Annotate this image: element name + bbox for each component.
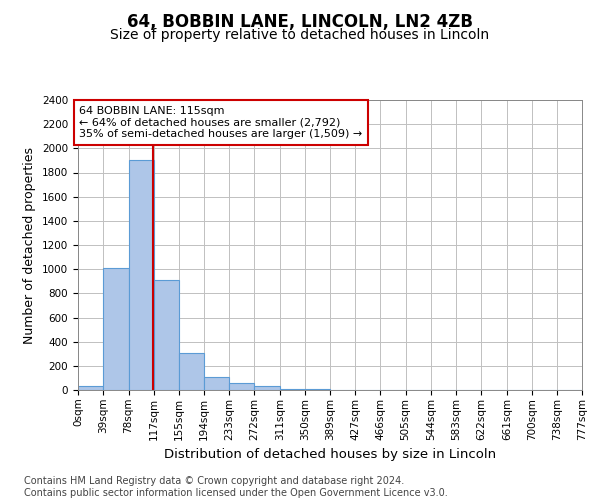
Text: Size of property relative to detached houses in Lincoln: Size of property relative to detached ho… [110,28,490,42]
Bar [128,160,154,390]
Bar [78,386,103,390]
Bar [103,268,128,390]
Text: Contains HM Land Registry data © Crown copyright and database right 2024.
Contai: Contains HM Land Registry data © Crown c… [24,476,448,498]
Bar [179,353,204,390]
Y-axis label: Number of detached properties: Number of detached properties [23,146,37,344]
Bar [280,389,305,390]
X-axis label: Distribution of detached houses by size in Lincoln: Distribution of detached houses by size … [164,448,496,461]
Text: 64 BOBBIN LANE: 115sqm
← 64% of detached houses are smaller (2,792)
35% of semi-: 64 BOBBIN LANE: 115sqm ← 64% of detached… [79,106,362,139]
Bar [254,386,280,390]
Text: 64, BOBBIN LANE, LINCOLN, LN2 4ZB: 64, BOBBIN LANE, LINCOLN, LN2 4ZB [127,12,473,30]
Bar [204,376,229,390]
Bar [154,280,179,390]
Bar [229,384,254,390]
